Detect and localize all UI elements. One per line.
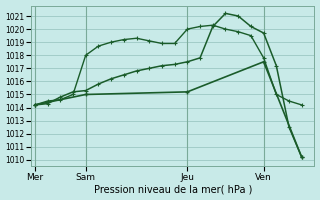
X-axis label: Pression niveau de la mer( hPa ): Pression niveau de la mer( hPa ): [93, 184, 252, 194]
